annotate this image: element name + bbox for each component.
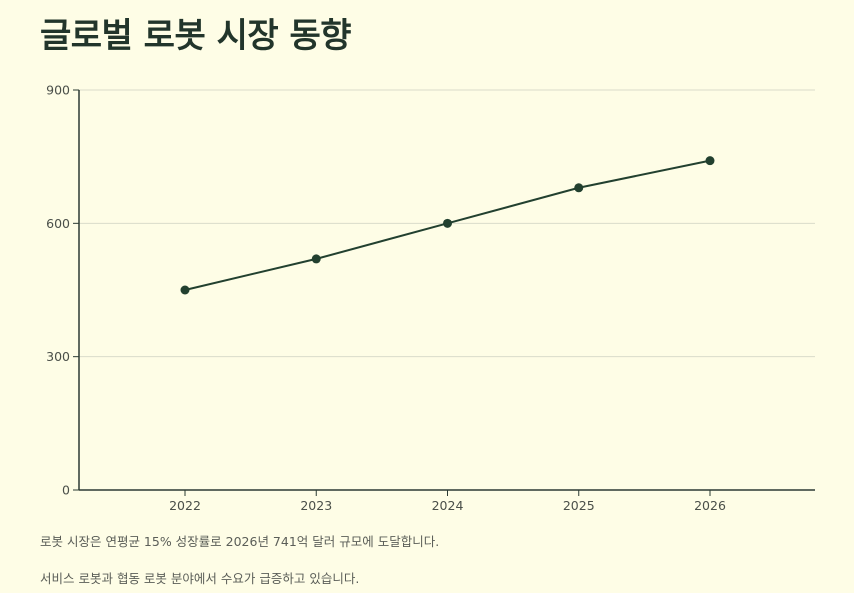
data-point-2022 [180,285,190,295]
data-point-2023 [311,254,321,264]
data-point-2025 [574,183,584,193]
x-tick-label-2022: 2022 [169,498,201,513]
data-point-2024 [443,218,452,228]
x-tick-label-2023: 2023 [300,498,332,513]
y-tick-label-300: 300 [46,349,70,364]
y-tick-label-900: 900 [46,83,70,98]
y-tick-label-600: 600 [46,216,70,231]
page-title: 글로벌 로봇 시장 동향 [40,16,352,56]
x-tick-label-2026: 2026 [694,498,726,513]
y-tick-label-0: 0 [62,483,70,498]
data-point-2026 [705,156,715,166]
x-tick-label-2024: 2024 [432,498,464,513]
trend-note: 서비스 로봇과 협동 로봇 분야에서 수요가 급증하고 있습니다. [40,571,360,586]
x-tick-label-2025: 2025 [563,498,595,513]
summary-note: 로봇 시장은 연평균 15% 성장률로 2026년 741억 달러 규모에 도달… [40,534,440,549]
